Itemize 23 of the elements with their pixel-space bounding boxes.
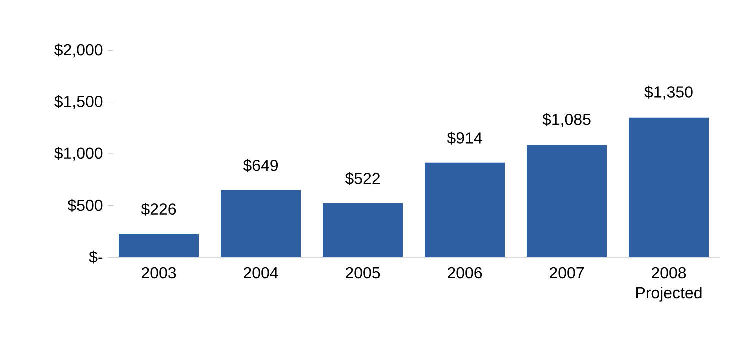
bar [323, 203, 404, 258]
y-tick-label: $1,500 [54, 95, 103, 110]
data-label: $522 [345, 172, 380, 186]
x-tick-label: 2007 [550, 267, 584, 279]
y-tick-label: $500 [68, 199, 103, 212]
y-tick-label: $2,000 [54, 44, 103, 58]
data-label: $226 [141, 202, 176, 216]
data-label: $1,350 [644, 86, 693, 100]
x-tick-label: 2003 [142, 267, 176, 279]
bar [629, 118, 709, 258]
bar [527, 145, 607, 258]
x-tick-label: 2004 [244, 267, 278, 279]
y-tick-label: $- [89, 250, 103, 264]
bar [119, 234, 200, 258]
x-tick-label: 2005 [346, 267, 380, 279]
x-tick-label: 2006 [448, 267, 482, 279]
bar [425, 162, 505, 258]
y-tick-label: $1,000 [54, 147, 103, 161]
bar [221, 190, 302, 258]
data-label: $914 [447, 132, 482, 145]
x-tick-label: 2008 Projected [636, 267, 702, 302]
data-label: $649 [243, 159, 278, 172]
data-label: $1,085 [542, 113, 591, 128]
